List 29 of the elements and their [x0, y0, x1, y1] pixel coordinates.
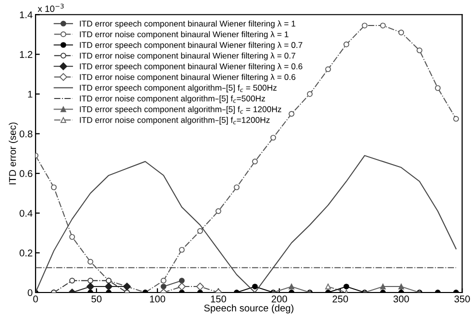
x-axis-title: Speech source (deg) — [204, 304, 294, 314]
legend-label: ITD error speech component binaural Wiener filtering λ = 1 — [80, 20, 296, 28]
legend-label: ITD error speech component binaural Wiener filtering λ = 0.7 — [80, 42, 302, 50]
x-tick-label: 250 — [332, 296, 348, 302]
x-tick-label: 100 — [150, 296, 166, 302]
x-tick-label: 350 — [454, 296, 470, 302]
legend-label: ITD error speech component algorithm–[5] f$_{c}$ = 1200Hz — [80, 106, 282, 114]
x-tick-label: 200 — [272, 296, 288, 302]
y-tick-label: 0.2 — [20, 250, 32, 256]
y-tick-label: 0.6 — [20, 170, 32, 178]
legend-label: ITD error speech component binaural Wiener filtering λ = 0.6 — [80, 63, 302, 71]
y-tick-label: 1.2 — [20, 51, 32, 58]
y-tick-label: 1 — [28, 90, 32, 98]
y-axis-title: ITD error (sec) — [8, 122, 18, 184]
x-tick-label: 50 — [91, 296, 102, 302]
text: x 10$^{−3}$ — [38, 4, 64, 12]
legend-label: ITD error noise component binaural Wiener filtering λ = 0.7 — [80, 52, 296, 60]
legend-label: ITD error speech component algorithm–[5] f$_{c}$ = 500Hz — [80, 84, 277, 92]
x-tick-label: 0 — [33, 296, 38, 302]
y-tick-label: 0 — [28, 289, 32, 296]
legend-label: ITD error noise component algorithm–[5] f$_{c}$=1200Hz — [80, 116, 270, 125]
y-tick-label: 0.8 — [20, 130, 32, 138]
legend-label: ITD error noise component binaural Wiener filtering λ = 0.6 — [80, 74, 296, 82]
x-tick-label: 300 — [393, 296, 409, 302]
legend-label: ITD error noise component algorithm–[5] f$_{c}$=500Hz — [80, 95, 266, 104]
y-tick-label: 0.4 — [20, 210, 32, 217]
y-tick-label: 1.4 — [20, 11, 32, 18]
legend-label: ITD error noise component binaural Wiener filtering λ = 1 — [80, 31, 288, 39]
x-tick-label: 150 — [211, 296, 226, 302]
